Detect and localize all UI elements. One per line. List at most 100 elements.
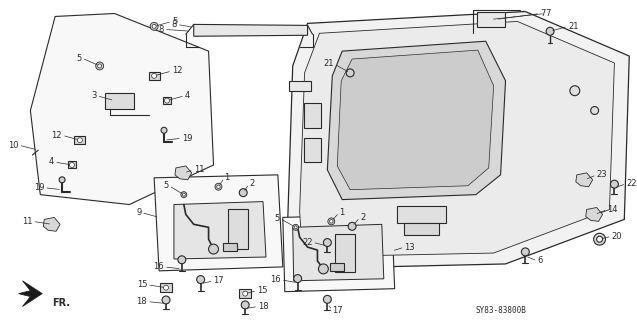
Circle shape <box>521 248 529 256</box>
Circle shape <box>78 138 82 143</box>
Text: 17: 17 <box>333 306 343 315</box>
Circle shape <box>328 218 335 225</box>
Text: 2: 2 <box>360 213 365 222</box>
Circle shape <box>162 296 170 304</box>
Polygon shape <box>576 173 592 187</box>
Circle shape <box>597 236 603 242</box>
Text: 8: 8 <box>159 25 164 34</box>
Circle shape <box>241 301 249 309</box>
Text: 11: 11 <box>22 217 32 226</box>
Circle shape <box>208 244 218 254</box>
Circle shape <box>590 107 599 115</box>
Circle shape <box>348 222 356 230</box>
Polygon shape <box>154 175 283 271</box>
Bar <box>289 81 310 91</box>
Text: 4: 4 <box>185 91 190 100</box>
Text: 8: 8 <box>171 20 177 29</box>
Text: 7: 7 <box>545 9 550 18</box>
Text: 15: 15 <box>137 280 147 289</box>
Bar <box>477 12 505 27</box>
Bar <box>75 136 85 144</box>
Polygon shape <box>337 50 494 190</box>
Circle shape <box>69 163 75 167</box>
Text: 10: 10 <box>8 141 18 150</box>
Circle shape <box>150 22 158 30</box>
Text: SY83-83800B: SY83-83800B <box>476 306 527 315</box>
Circle shape <box>215 183 222 190</box>
Circle shape <box>182 193 185 196</box>
Text: FR.: FR. <box>52 298 70 308</box>
Polygon shape <box>283 214 395 292</box>
Circle shape <box>59 177 65 183</box>
Circle shape <box>181 192 187 198</box>
Bar <box>162 97 171 104</box>
Polygon shape <box>585 207 603 221</box>
Bar <box>229 210 248 249</box>
Text: 7: 7 <box>540 9 545 18</box>
Polygon shape <box>293 224 383 281</box>
Circle shape <box>243 291 248 296</box>
Text: 12: 12 <box>52 131 62 140</box>
Circle shape <box>217 185 220 188</box>
Bar <box>304 103 322 128</box>
Polygon shape <box>299 21 615 257</box>
Circle shape <box>197 276 204 284</box>
Circle shape <box>318 264 328 274</box>
Text: 19: 19 <box>34 183 44 192</box>
Circle shape <box>240 189 247 196</box>
Text: 11: 11 <box>194 165 204 174</box>
Polygon shape <box>18 281 42 307</box>
Circle shape <box>324 295 331 303</box>
Text: 5: 5 <box>275 214 280 223</box>
Text: 5: 5 <box>164 181 169 190</box>
Text: 22: 22 <box>626 179 637 188</box>
Bar <box>397 205 446 223</box>
Text: 3: 3 <box>91 91 97 100</box>
Circle shape <box>161 127 167 133</box>
Circle shape <box>152 73 157 78</box>
Polygon shape <box>174 202 266 259</box>
Text: 18: 18 <box>136 297 147 306</box>
Text: 16: 16 <box>270 275 281 284</box>
Text: 23: 23 <box>597 170 607 179</box>
Text: 14: 14 <box>608 205 618 214</box>
Text: 18: 18 <box>258 302 269 311</box>
Text: 1: 1 <box>340 208 345 217</box>
Circle shape <box>594 233 606 245</box>
Text: 5: 5 <box>172 17 177 26</box>
Text: 13: 13 <box>404 243 415 252</box>
Circle shape <box>546 27 554 35</box>
Text: 9: 9 <box>136 208 141 217</box>
Circle shape <box>294 275 301 283</box>
Bar <box>404 223 439 235</box>
Bar <box>68 162 76 168</box>
Bar <box>224 243 237 251</box>
Text: 1: 1 <box>224 173 230 182</box>
Bar <box>160 283 172 292</box>
Text: 20: 20 <box>612 232 622 241</box>
Polygon shape <box>175 166 192 180</box>
Text: 6: 6 <box>537 256 543 266</box>
Polygon shape <box>194 24 308 36</box>
Circle shape <box>346 69 354 77</box>
Text: 21: 21 <box>324 60 334 68</box>
Text: 16: 16 <box>154 262 164 271</box>
Circle shape <box>164 98 169 103</box>
Circle shape <box>97 64 102 68</box>
Bar <box>335 234 355 272</box>
Text: 21: 21 <box>568 22 578 31</box>
Text: 5: 5 <box>76 53 82 62</box>
Circle shape <box>178 256 186 264</box>
Circle shape <box>610 180 619 188</box>
Polygon shape <box>288 12 629 269</box>
Circle shape <box>164 285 168 290</box>
Circle shape <box>294 226 297 229</box>
Circle shape <box>293 224 299 230</box>
Bar <box>304 138 322 163</box>
Bar <box>104 93 134 108</box>
Text: 19: 19 <box>182 134 192 143</box>
Text: 4: 4 <box>49 157 54 166</box>
Text: 22: 22 <box>302 238 313 247</box>
Polygon shape <box>31 13 213 204</box>
Circle shape <box>96 62 104 70</box>
